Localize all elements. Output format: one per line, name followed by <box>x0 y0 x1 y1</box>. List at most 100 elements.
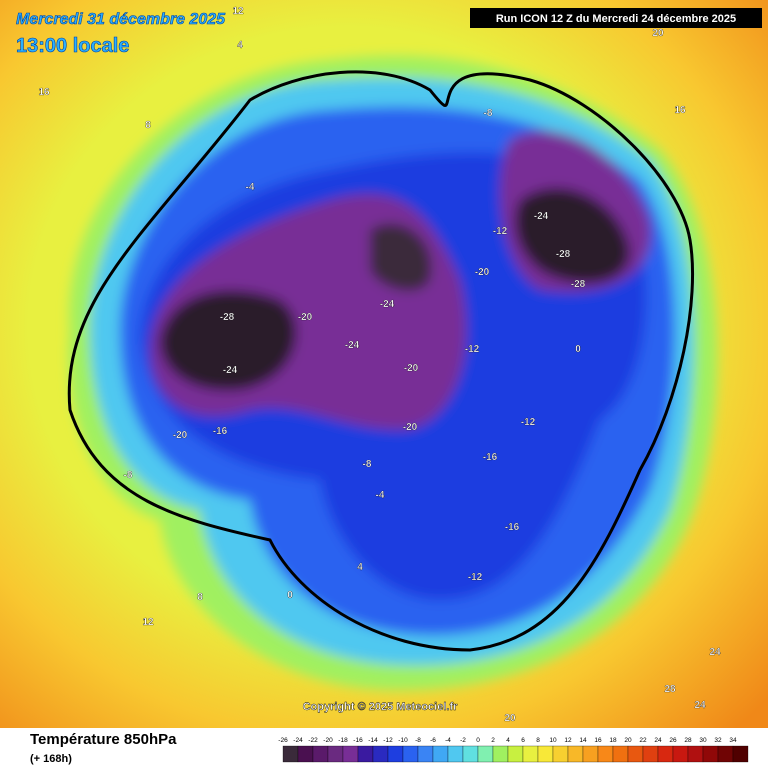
contour-label: 4 <box>237 40 243 51</box>
legend-lead: (+ 168h) <box>30 753 72 765</box>
scale-swatch <box>582 745 599 763</box>
contour-label: 12 <box>232 6 244 17</box>
copyright: Copyright © 2025 Meteociel.fr <box>303 701 459 713</box>
run-label: Run ICON 12 Z du Mercredi 24 décembre 20… <box>496 13 736 25</box>
contour-label: -24 <box>345 340 360 351</box>
forecast-time: 13:00 locale <box>16 35 129 57</box>
scale-swatch <box>477 745 494 763</box>
scale-label: 8 <box>536 737 540 744</box>
scale-label: 24 <box>654 737 662 744</box>
scale-swatch <box>462 745 479 763</box>
scale-swatch <box>432 745 449 763</box>
scale-swatch <box>447 745 464 763</box>
contour-label: 20 <box>504 713 516 724</box>
contour-label: -12 <box>468 572 483 583</box>
contour-labels: -28 -28 -28 -24 -24 -24 -24 -20 -20 -20 -20 -20 -16 -… <box>38 6 721 724</box>
contour-label: 12 <box>142 617 154 628</box>
scale-swatch <box>417 745 434 763</box>
scale-swatch <box>732 745 749 763</box>
contour-label: -20 <box>404 363 419 374</box>
scale-label: 28 <box>684 737 692 744</box>
legend-title: Température 850hPa <box>30 731 177 748</box>
scale-label: -24 <box>293 737 303 744</box>
scale-label: 16 <box>594 737 602 744</box>
contour-label: -4 <box>376 490 385 501</box>
scale-label: 2 <box>491 737 495 744</box>
contour-label: -28 <box>571 279 586 290</box>
scale-swatch <box>672 745 689 763</box>
scale-swatch <box>402 745 419 763</box>
contour-label: 20 <box>652 28 664 39</box>
contour-label: 8 <box>145 120 151 131</box>
scale-swatch <box>552 745 569 763</box>
scale-label: 6 <box>521 737 525 744</box>
scale-swatch <box>282 745 299 763</box>
scale-label: -26 <box>278 737 288 744</box>
scale-swatch <box>342 745 359 763</box>
contour-label: -20 <box>475 267 490 278</box>
contour-label: -24 <box>223 365 238 376</box>
scale-swatch <box>372 745 389 763</box>
contour-label: -12 <box>521 417 536 428</box>
scale-swatch <box>507 745 524 763</box>
contour-label: -12 <box>493 226 508 237</box>
contour-label: 28 <box>664 684 676 695</box>
contour-label: -20 <box>298 312 313 323</box>
scale-swatch <box>687 745 704 763</box>
contour-label: 0 <box>575 344 581 355</box>
scale-label: 18 <box>609 737 617 744</box>
contour-label: -4 <box>246 182 255 193</box>
scale-label: 26 <box>669 737 677 744</box>
scale-label: -2 <box>460 737 466 744</box>
scale-swatch <box>567 745 584 763</box>
scale-swatch <box>597 745 614 763</box>
scale-swatch <box>642 745 659 763</box>
scale-label: 34 <box>729 737 737 744</box>
zero-isotherm <box>67 70 695 652</box>
scale-label: 14 <box>579 737 587 744</box>
scale-label: -20 <box>323 737 333 744</box>
contour-label: 4 <box>357 562 363 573</box>
scale-label: -4 <box>445 737 451 744</box>
scale-label: -16 <box>353 737 363 744</box>
forecast-date: Mercredi 31 décembre 2025 <box>16 11 226 28</box>
color-scale: -26 -24 -22 -20 -18 -16 -14 -12 -10 -8 -6 -4 -2 0 2 4 6 8… <box>278 737 749 763</box>
scale-label: 12 <box>564 737 572 744</box>
scale-swatch <box>312 745 329 763</box>
contour-label: 16 <box>674 105 686 116</box>
contour-label: 16 <box>38 87 50 98</box>
contour-label: -16 <box>213 426 228 437</box>
scale-swatch <box>627 745 644 763</box>
scale-label: -14 <box>368 737 378 744</box>
scale-swatch <box>357 745 374 763</box>
scale-swatch <box>717 745 734 763</box>
contour-label: -8 <box>124 470 133 481</box>
scale-label: 22 <box>639 737 647 744</box>
scale-label: 32 <box>714 737 722 744</box>
contour-label: -20 <box>173 430 188 441</box>
scale-label: -8 <box>415 737 421 744</box>
contour-label: -12 <box>465 344 480 355</box>
scale-swatch <box>657 745 674 763</box>
contour-label: -24 <box>534 211 549 222</box>
scale-label: -12 <box>383 737 393 744</box>
contour-label: 0 <box>287 590 293 601</box>
contour-label: -8 <box>363 459 372 470</box>
scale-label: -22 <box>308 737 318 744</box>
scale-label: -10 <box>398 737 408 744</box>
scale-swatch <box>297 745 314 763</box>
scale-swatch <box>702 745 719 763</box>
scale-label: 30 <box>699 737 707 744</box>
contour-label: -28 <box>220 312 235 323</box>
scale-swatch <box>522 745 539 763</box>
scale-label: 20 <box>624 737 632 744</box>
scale-label: -6 <box>430 737 436 744</box>
scale-label: 4 <box>506 737 510 744</box>
scale-swatch <box>492 745 509 763</box>
run-box <box>470 8 762 28</box>
contour-label: -16 <box>483 452 498 463</box>
contour-label: -8 <box>484 108 493 119</box>
scale-swatch <box>537 745 554 763</box>
